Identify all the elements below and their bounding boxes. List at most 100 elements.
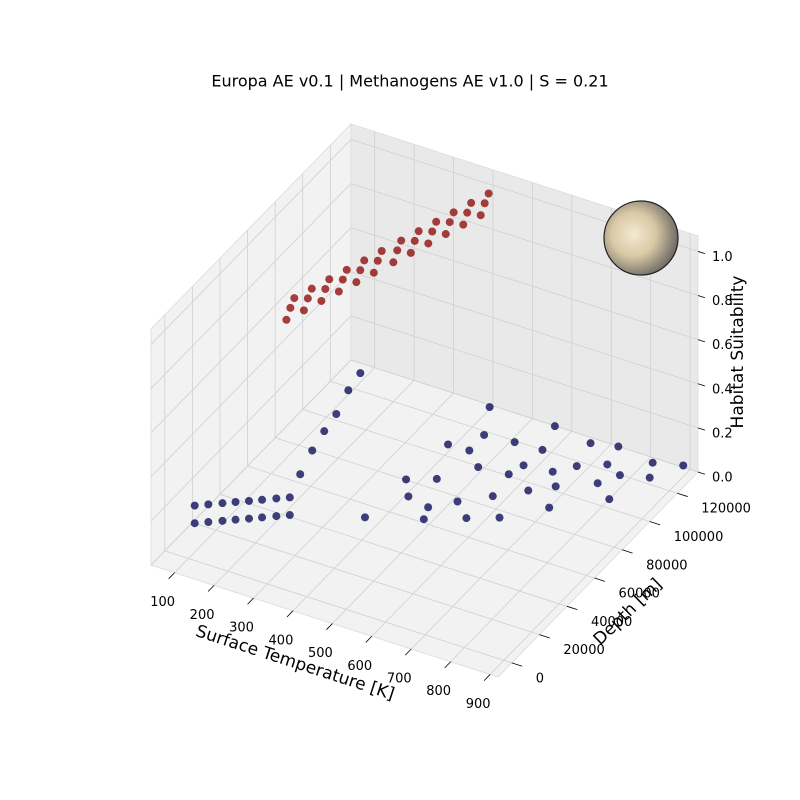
point: [360, 256, 369, 265]
point: [459, 220, 468, 229]
tick-mark: [677, 492, 688, 497]
point: [369, 268, 378, 277]
grid-line: [350, 315, 699, 429]
grid-line: [450, 456, 651, 663]
tick-label: 300: [229, 621, 254, 636]
point: [488, 492, 497, 501]
grid-line: [275, 437, 623, 551]
tick-mark: [326, 623, 333, 630]
tick-label: 0.8: [712, 294, 733, 309]
point: [231, 498, 240, 507]
point: [393, 246, 402, 255]
tick-mark: [697, 295, 706, 299]
point: [299, 306, 308, 315]
point: [377, 247, 386, 256]
grid-line: [150, 139, 352, 345]
point: [519, 461, 528, 470]
point: [244, 496, 253, 505]
point: [615, 471, 624, 480]
tick-mark: [539, 634, 550, 639]
tick-mark: [168, 572, 175, 580]
grid-line: [150, 183, 352, 389]
tick-label: 60000: [619, 587, 660, 602]
point: [389, 258, 398, 267]
point: [282, 315, 291, 324]
point: [321, 285, 330, 294]
grid-line: [292, 405, 494, 612]
point: [593, 479, 602, 488]
point: [356, 266, 365, 275]
point: [485, 403, 494, 412]
tick-mark: [286, 610, 294, 618]
point: [272, 512, 281, 521]
grid-line: [350, 359, 699, 473]
point: [356, 369, 365, 378]
point: [373, 256, 382, 265]
point: [453, 497, 462, 506]
point: [603, 460, 612, 469]
grid-line: [174, 367, 375, 573]
tick-mark: [444, 661, 451, 669]
point: [204, 500, 213, 509]
z-axis-label: Habitat Suitability: [728, 276, 748, 429]
point: [402, 475, 411, 484]
point: [244, 514, 253, 523]
point: [545, 503, 554, 512]
point: [317, 296, 326, 305]
point: [286, 303, 295, 312]
tick-mark: [566, 605, 578, 611]
labels: 100 200 300 400 500 600 700 800 900 0 20000 40000 60…: [150, 250, 751, 712]
point: [474, 463, 483, 472]
grid-line: [371, 430, 573, 637]
grid-line: [332, 418, 533, 624]
tick-mark: [404, 648, 412, 656]
point: [484, 189, 493, 198]
tick-mark: [207, 585, 215, 592]
point: [480, 199, 489, 208]
point: [204, 518, 213, 527]
point: [467, 198, 476, 207]
grid-line: [253, 392, 454, 599]
grid-line: [150, 227, 352, 433]
point: [550, 422, 559, 431]
point: [444, 440, 453, 449]
point: [419, 515, 428, 524]
point: [342, 265, 351, 274]
point: [465, 446, 474, 455]
tick-label: 200: [190, 608, 215, 623]
point: [648, 458, 657, 467]
point: [538, 445, 547, 454]
point: [190, 501, 199, 510]
point: [449, 208, 458, 217]
point: [397, 236, 406, 245]
tick-mark: [483, 674, 491, 681]
point: [334, 287, 343, 296]
point: [290, 294, 299, 303]
tick-label: 120000: [701, 502, 751, 517]
tick-label: 500: [308, 646, 333, 661]
tick-mark: [594, 577, 606, 582]
tick-label: 100000: [674, 530, 724, 545]
tick-mark: [365, 635, 373, 643]
tick-label: 700: [387, 672, 412, 687]
point: [605, 495, 614, 504]
tick-mark: [247, 597, 254, 605]
point: [424, 239, 433, 248]
grid-line: [150, 271, 352, 478]
point: [476, 211, 485, 220]
point: [296, 470, 305, 479]
point: [231, 515, 240, 524]
point: [432, 474, 441, 483]
tick-label: 40000: [591, 615, 632, 630]
tick-mark: [697, 471, 706, 475]
point: [360, 513, 369, 522]
tick-mark: [697, 427, 706, 431]
point: [190, 519, 199, 528]
grid-line: [150, 315, 352, 522]
point: [320, 427, 329, 436]
grid-line: [150, 359, 352, 566]
grid-line: [489, 469, 691, 675]
grid-line: [164, 550, 512, 664]
point: [218, 516, 227, 525]
